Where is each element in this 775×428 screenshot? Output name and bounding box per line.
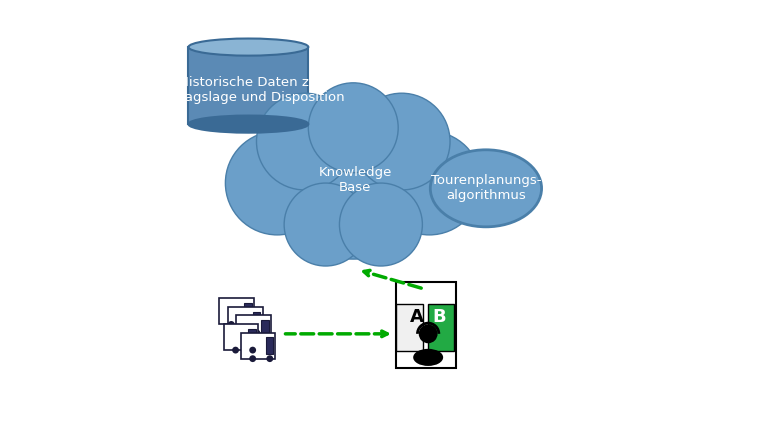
FancyBboxPatch shape xyxy=(266,337,274,354)
Circle shape xyxy=(339,183,422,266)
Ellipse shape xyxy=(188,116,308,133)
Circle shape xyxy=(245,338,252,345)
Text: A: A xyxy=(410,308,424,326)
FancyBboxPatch shape xyxy=(261,320,269,337)
Ellipse shape xyxy=(188,39,308,56)
Circle shape xyxy=(245,321,252,328)
FancyBboxPatch shape xyxy=(428,304,454,351)
FancyBboxPatch shape xyxy=(396,282,456,368)
Circle shape xyxy=(253,330,260,336)
Circle shape xyxy=(353,93,450,190)
Circle shape xyxy=(228,321,235,328)
FancyBboxPatch shape xyxy=(244,303,252,320)
Circle shape xyxy=(284,183,367,266)
FancyBboxPatch shape xyxy=(253,312,260,329)
Text: Tourenplanungs-
algorithmus: Tourenplanungs- algorithmus xyxy=(431,174,541,202)
Ellipse shape xyxy=(413,349,443,366)
Circle shape xyxy=(262,338,269,345)
Circle shape xyxy=(418,324,438,343)
Circle shape xyxy=(291,135,415,259)
Polygon shape xyxy=(188,47,308,124)
FancyBboxPatch shape xyxy=(236,315,271,342)
Circle shape xyxy=(236,330,243,336)
Circle shape xyxy=(267,355,274,362)
Circle shape xyxy=(377,131,481,235)
Circle shape xyxy=(226,131,329,235)
Circle shape xyxy=(250,355,256,362)
Text: Knowledge
Base: Knowledge Base xyxy=(319,166,392,194)
FancyBboxPatch shape xyxy=(249,329,256,346)
Circle shape xyxy=(257,93,353,190)
Circle shape xyxy=(250,347,256,354)
FancyBboxPatch shape xyxy=(228,307,263,333)
FancyBboxPatch shape xyxy=(241,333,275,359)
Circle shape xyxy=(232,347,239,354)
FancyBboxPatch shape xyxy=(223,324,258,350)
Text: B: B xyxy=(432,308,446,326)
Text: Historische Daten zu
Auftragslage und Disposition: Historische Daten zu Auftragslage und Di… xyxy=(152,76,345,104)
FancyBboxPatch shape xyxy=(219,298,254,324)
Circle shape xyxy=(308,83,398,172)
FancyBboxPatch shape xyxy=(396,304,423,351)
Ellipse shape xyxy=(430,150,542,227)
